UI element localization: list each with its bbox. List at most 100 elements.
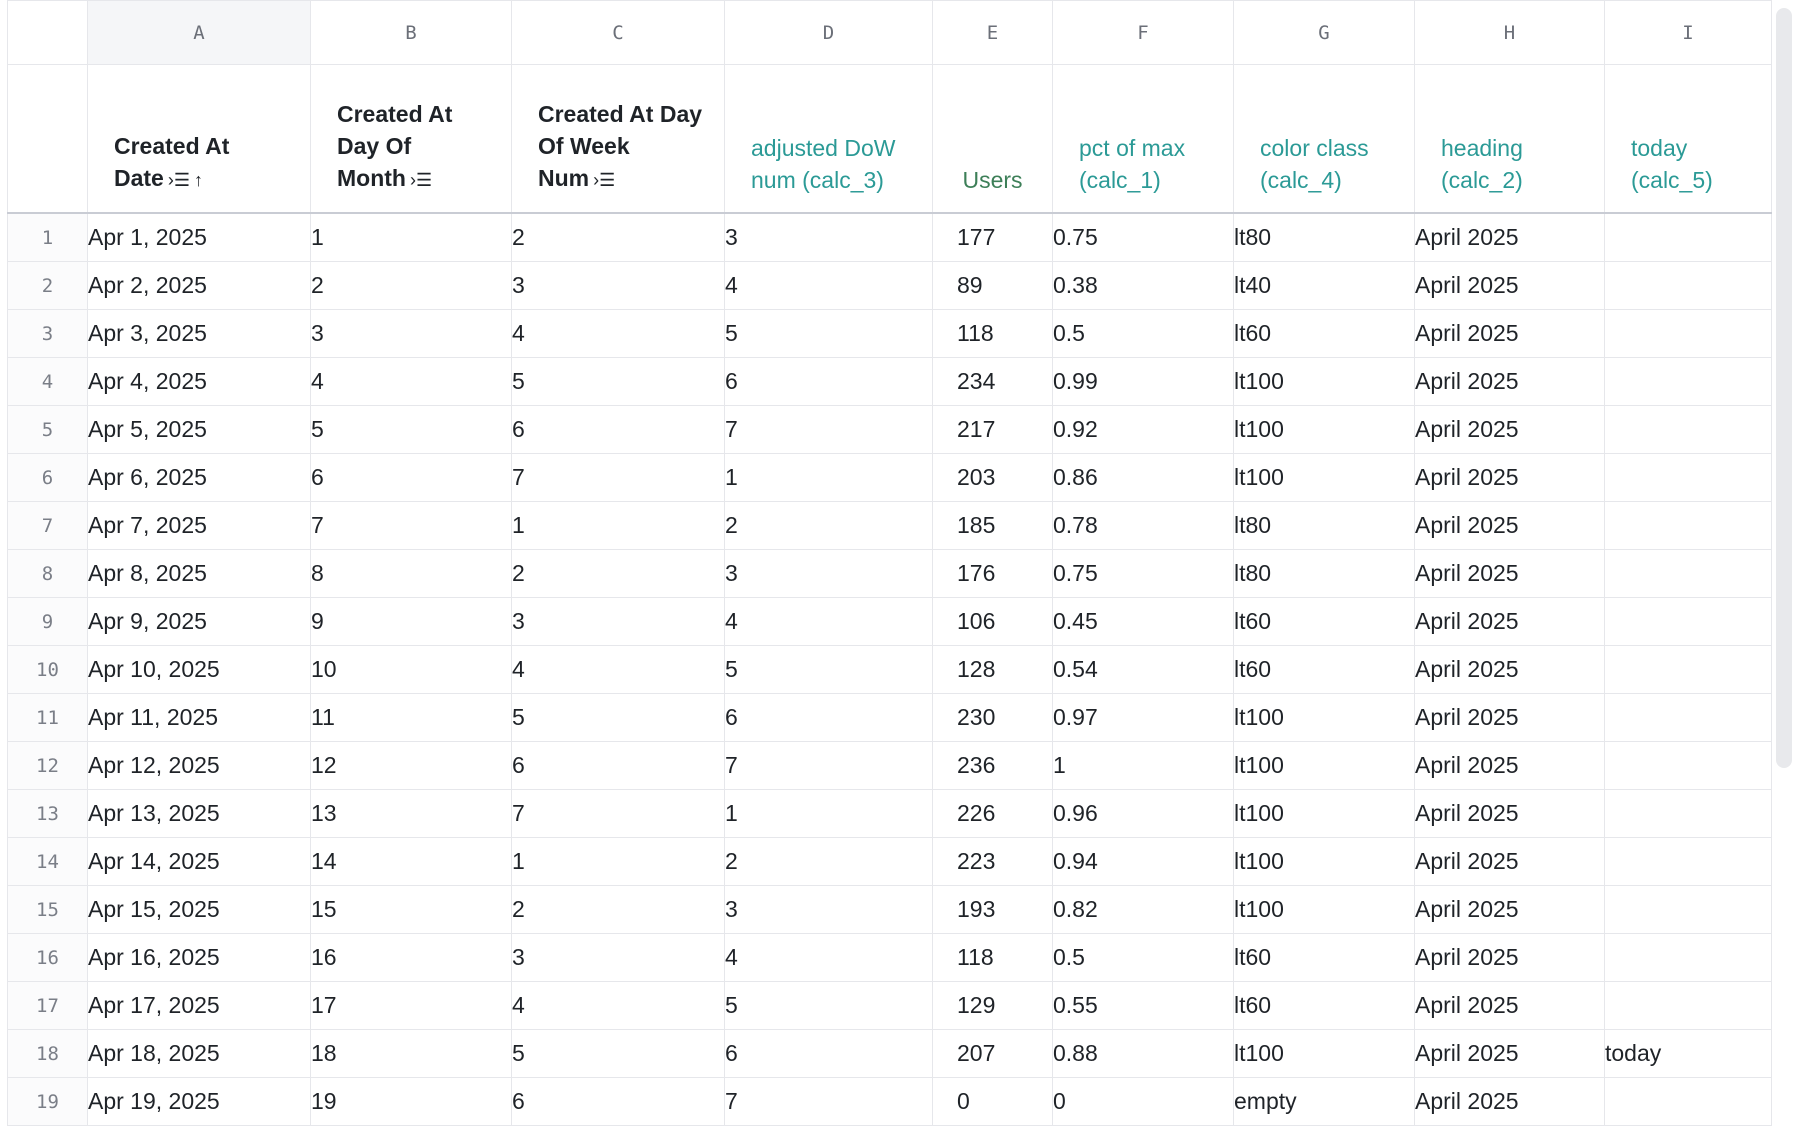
cell[interactable]: Apr 6, 2025 — [87, 453, 311, 502]
cell[interactable]: 0.78 — [1052, 501, 1234, 550]
column-header[interactable]: Users — [932, 64, 1053, 214]
cell[interactable]: April 2025 — [1414, 1029, 1605, 1078]
column-letter-c[interactable]: C — [511, 0, 725, 65]
cell[interactable]: 230 — [932, 693, 1053, 742]
cell[interactable]: 129 — [932, 981, 1053, 1030]
cell[interactable]: 18 — [310, 1029, 512, 1078]
cell[interactable]: Apr 1, 2025 — [87, 212, 311, 262]
cell[interactable]: 2 — [511, 212, 725, 262]
cell[interactable]: Apr 7, 2025 — [87, 501, 311, 550]
cell[interactable]: 6 — [310, 453, 512, 502]
cell[interactable]: Apr 2, 2025 — [87, 261, 311, 310]
cell[interactable]: Apr 5, 2025 — [87, 405, 311, 454]
cell[interactable]: lt100 — [1233, 453, 1415, 502]
cell[interactable]: 89 — [932, 261, 1053, 310]
cell[interactable]: April 2025 — [1414, 501, 1605, 550]
cell[interactable]: 3 — [511, 261, 725, 310]
cell[interactable]: 5 — [511, 693, 725, 742]
cell[interactable]: lt100 — [1233, 405, 1415, 454]
cell[interactable]: April 2025 — [1414, 261, 1605, 310]
cell[interactable]: Apr 10, 2025 — [87, 645, 311, 694]
cell[interactable]: Apr 12, 2025 — [87, 741, 311, 790]
cell[interactable] — [1604, 693, 1772, 742]
cell[interactable] — [1604, 212, 1772, 262]
cell[interactable]: 185 — [932, 501, 1053, 550]
cell[interactable]: 3 — [511, 597, 725, 646]
cell[interactable]: 0.5 — [1052, 309, 1234, 358]
column-letter-a[interactable]: A — [87, 0, 311, 65]
cell[interactable]: 0.38 — [1052, 261, 1234, 310]
cell[interactable]: 11 — [310, 693, 512, 742]
cell[interactable]: 0.96 — [1052, 789, 1234, 838]
cell[interactable]: lt80 — [1233, 501, 1415, 550]
cell[interactable]: 118 — [932, 309, 1053, 358]
row-number[interactable]: 2 — [7, 261, 88, 310]
sort-menu-icon[interactable]: ›☰ — [409, 170, 433, 190]
cell[interactable]: 0.75 — [1052, 549, 1234, 598]
column-header[interactable]: heading (calc_2) — [1414, 64, 1605, 214]
cell[interactable]: April 2025 — [1414, 1077, 1605, 1126]
cell[interactable] — [1604, 741, 1772, 790]
cell[interactable]: April 2025 — [1414, 981, 1605, 1030]
cell[interactable]: April 2025 — [1414, 597, 1605, 646]
cell[interactable]: Apr 19, 2025 — [87, 1077, 311, 1126]
row-number[interactable]: 15 — [7, 885, 88, 934]
cell[interactable] — [1604, 645, 1772, 694]
cell[interactable] — [1604, 597, 1772, 646]
cell[interactable]: 1 — [724, 789, 933, 838]
row-number[interactable]: 10 — [7, 645, 88, 694]
row-number[interactable]: 12 — [7, 741, 88, 790]
cell[interactable]: 6 — [724, 1029, 933, 1078]
cell[interactable]: 4 — [724, 261, 933, 310]
cell[interactable]: 4 — [724, 597, 933, 646]
cell[interactable]: 203 — [932, 453, 1053, 502]
cell[interactable]: 7 — [724, 405, 933, 454]
row-number[interactable]: 1 — [7, 212, 88, 262]
cell[interactable]: 7 — [511, 453, 725, 502]
cell[interactable]: 5 — [511, 1029, 725, 1078]
row-number[interactable]: 16 — [7, 933, 88, 982]
cell[interactable]: 1 — [511, 837, 725, 886]
cell[interactable]: 0.82 — [1052, 885, 1234, 934]
column-letter-f[interactable]: F — [1052, 0, 1234, 65]
cell[interactable]: 3 — [724, 885, 933, 934]
cell[interactable]: 6 — [724, 357, 933, 406]
cell[interactable]: 193 — [932, 885, 1053, 934]
cell[interactable]: April 2025 — [1414, 789, 1605, 838]
cell[interactable] — [1604, 789, 1772, 838]
cell[interactable] — [1604, 837, 1772, 886]
cell[interactable]: 0 — [932, 1077, 1053, 1126]
cell[interactable]: 236 — [932, 741, 1053, 790]
column-header[interactable]: pct of max (calc_1) — [1052, 64, 1234, 214]
cell[interactable]: 3 — [724, 549, 933, 598]
cell[interactable]: 4 — [511, 981, 725, 1030]
cell[interactable]: 2 — [724, 837, 933, 886]
cell[interactable]: 176 — [932, 549, 1053, 598]
row-number[interactable]: 6 — [7, 453, 88, 502]
cell[interactable]: 207 — [932, 1029, 1053, 1078]
cell[interactable]: 7 — [724, 1077, 933, 1126]
cell[interactable]: 6 — [724, 693, 933, 742]
cell[interactable]: 0.54 — [1052, 645, 1234, 694]
cell[interactable]: 7 — [310, 501, 512, 550]
cell[interactable]: Apr 16, 2025 — [87, 933, 311, 982]
sort-ascending-icon[interactable]: ↑ — [194, 170, 203, 190]
cell[interactable]: 7 — [511, 789, 725, 838]
cell[interactable]: today — [1604, 1029, 1772, 1078]
cell[interactable]: 5 — [511, 357, 725, 406]
column-header[interactable]: Created At Day Of Month ›☰ — [310, 64, 512, 214]
cell[interactable]: 0.86 — [1052, 453, 1234, 502]
cell[interactable]: 0.75 — [1052, 212, 1234, 262]
row-number[interactable]: 19 — [7, 1077, 88, 1126]
cell[interactable]: April 2025 — [1414, 405, 1605, 454]
cell[interactable]: 177 — [932, 212, 1053, 262]
cell[interactable]: 10 — [310, 645, 512, 694]
cell[interactable]: 7 — [724, 741, 933, 790]
cell[interactable]: 3 — [310, 309, 512, 358]
cell[interactable]: 17 — [310, 981, 512, 1030]
cell[interactable]: Apr 17, 2025 — [87, 981, 311, 1030]
cell[interactable]: 5 — [724, 645, 933, 694]
column-header[interactable]: color class (calc_4) — [1233, 64, 1415, 214]
cell[interactable]: 14 — [310, 837, 512, 886]
cell[interactable]: 1 — [1052, 741, 1234, 790]
